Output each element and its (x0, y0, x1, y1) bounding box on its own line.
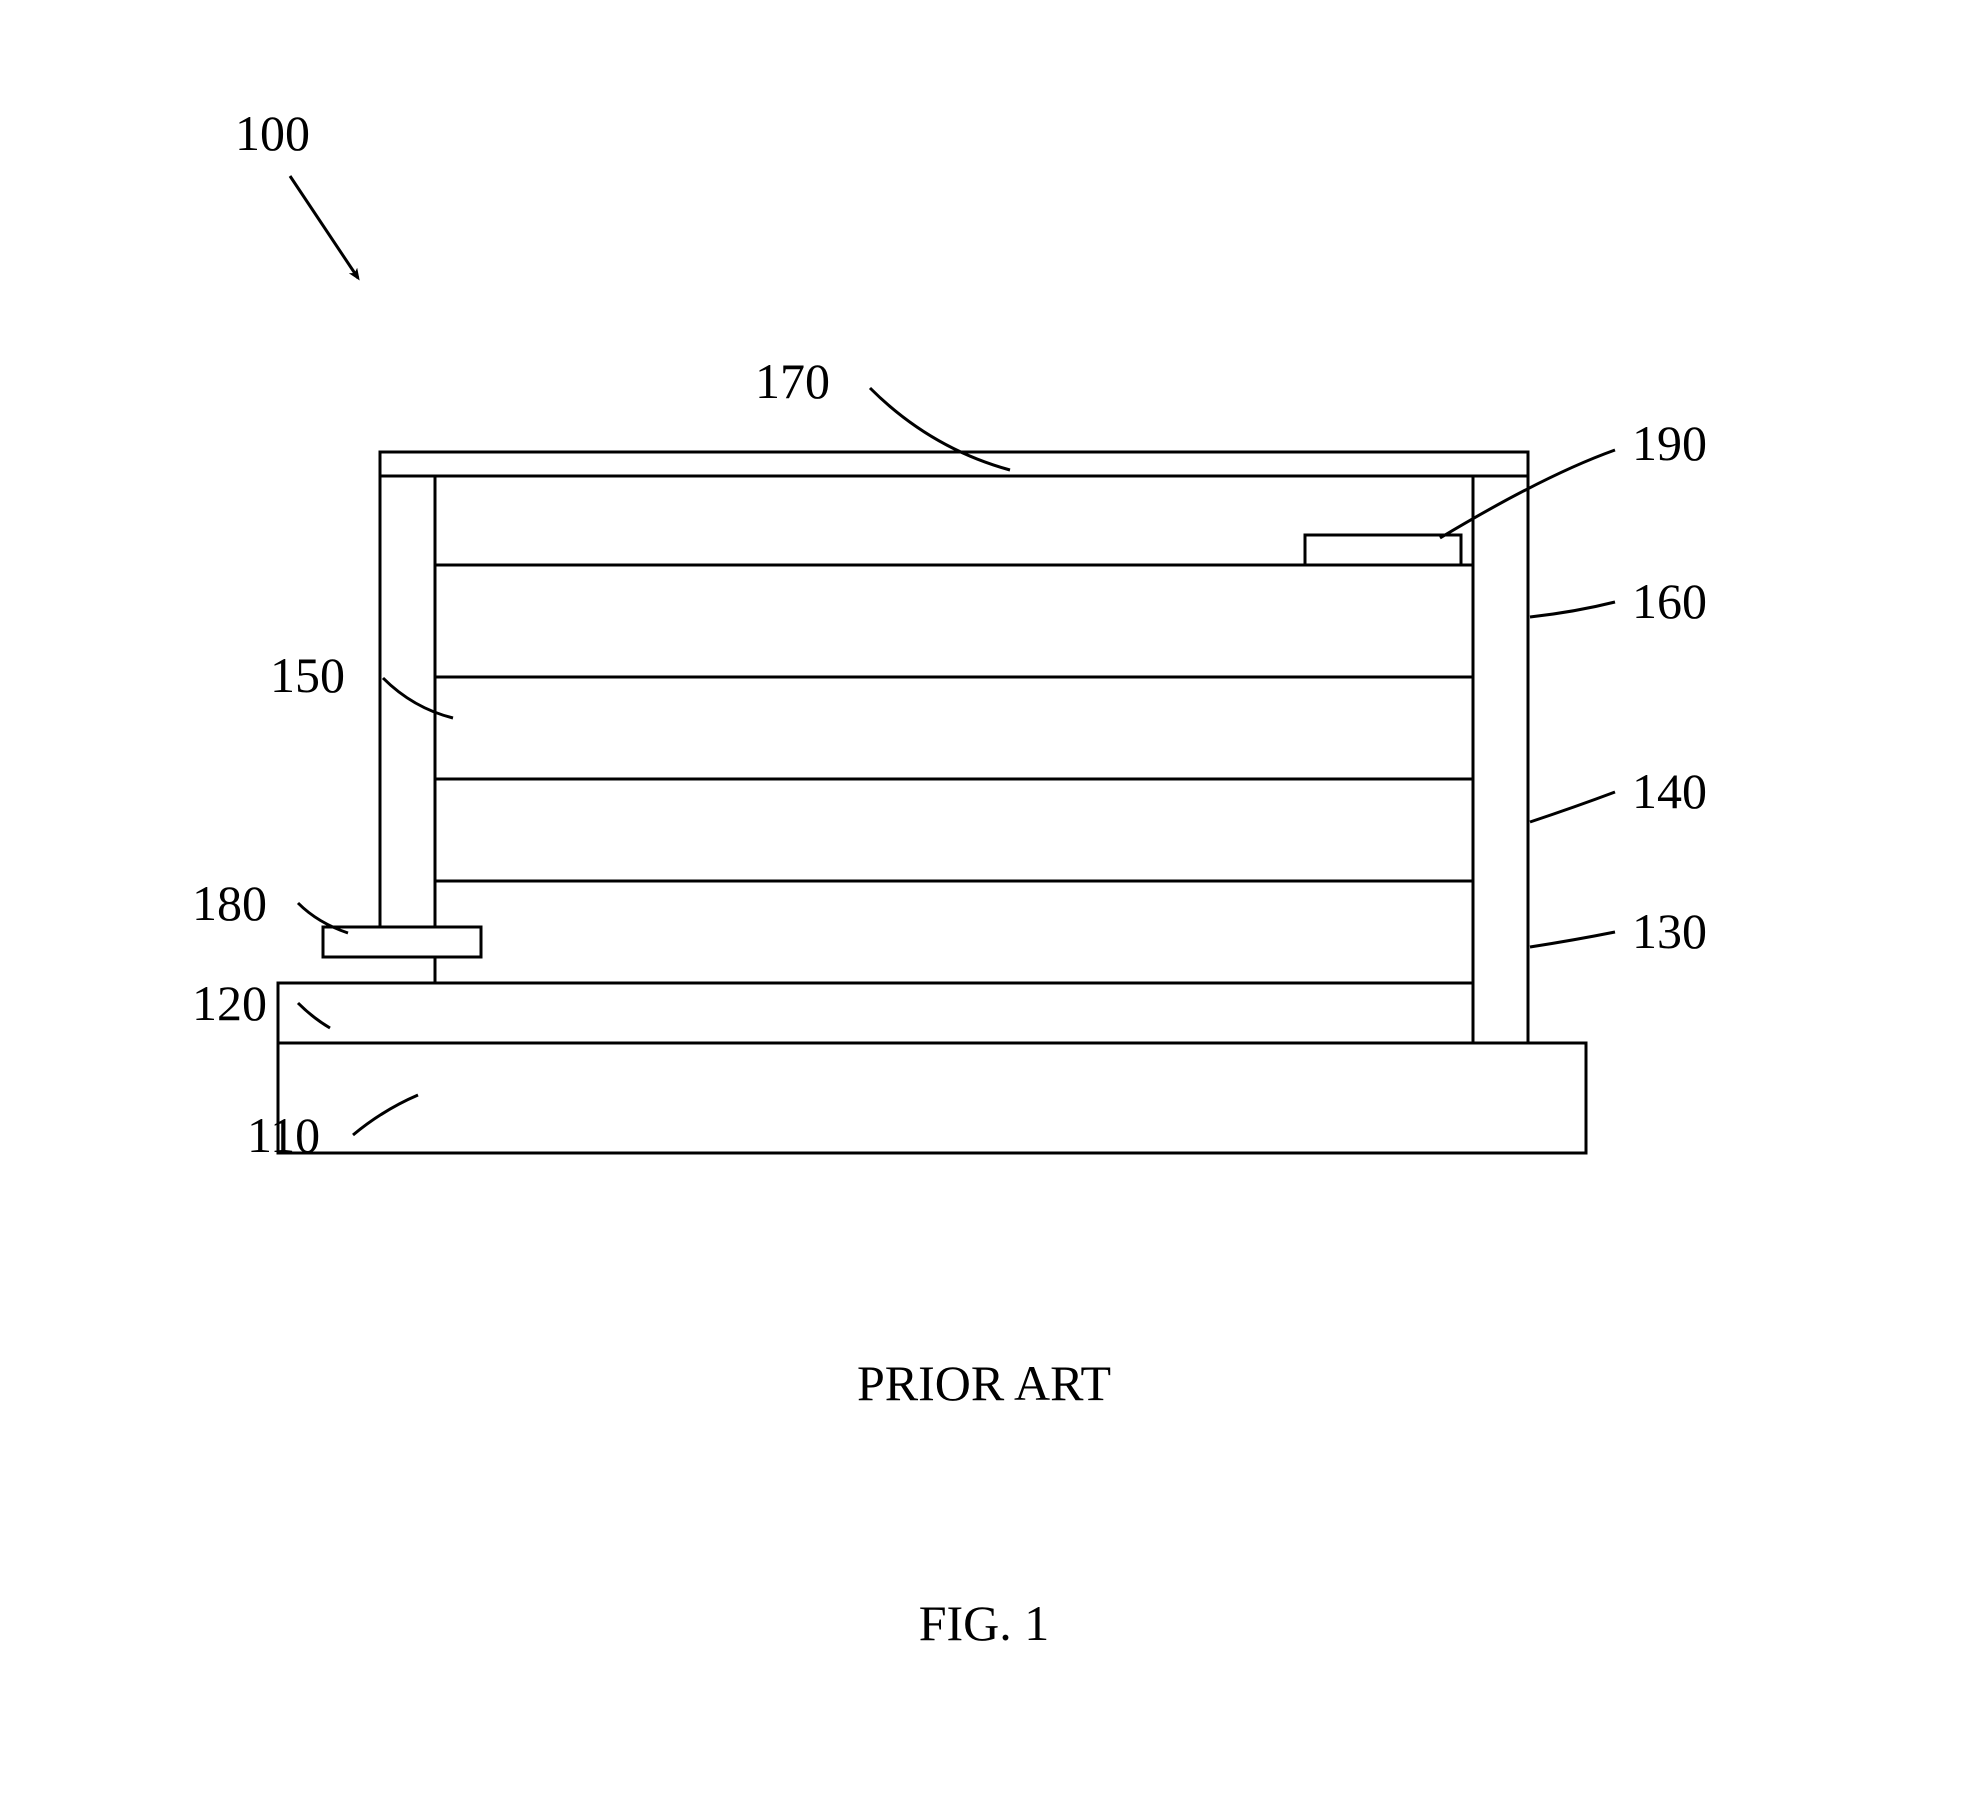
figure-number-caption: FIG. 1 (919, 1595, 1050, 1651)
ref-label-110: 110 (247, 1107, 320, 1163)
top-bar-170 (380, 452, 1528, 476)
ref-label-100: 100 (235, 105, 310, 161)
prior-art-caption: PRIOR ART (857, 1355, 1111, 1411)
leader-160 (1530, 602, 1615, 617)
leader-140 (1530, 792, 1615, 822)
layer-120 (278, 983, 1473, 1043)
ref-label-160: 160 (1632, 573, 1707, 629)
layer-150 (435, 677, 1473, 779)
vertical-post-left (380, 452, 435, 927)
ref-label-170: 170 (755, 353, 830, 409)
leader-130 (1530, 932, 1615, 947)
ref-label-130: 130 (1632, 903, 1707, 959)
layer-130 (435, 881, 1473, 983)
ref-label-180: 180 (192, 875, 267, 931)
ref-label-120: 120 (192, 975, 267, 1031)
ref-label-140: 140 (1632, 763, 1707, 819)
ref-label-150: 150 (270, 647, 345, 703)
layer-160 (435, 565, 1473, 677)
layer-140 (435, 779, 1473, 881)
ref-label-190: 190 (1632, 415, 1707, 471)
layer-110-substrate (278, 1043, 1586, 1153)
pad-190 (1305, 535, 1461, 565)
leader-100-arrow (290, 176, 358, 278)
vertical-post-right (1473, 452, 1528, 1043)
